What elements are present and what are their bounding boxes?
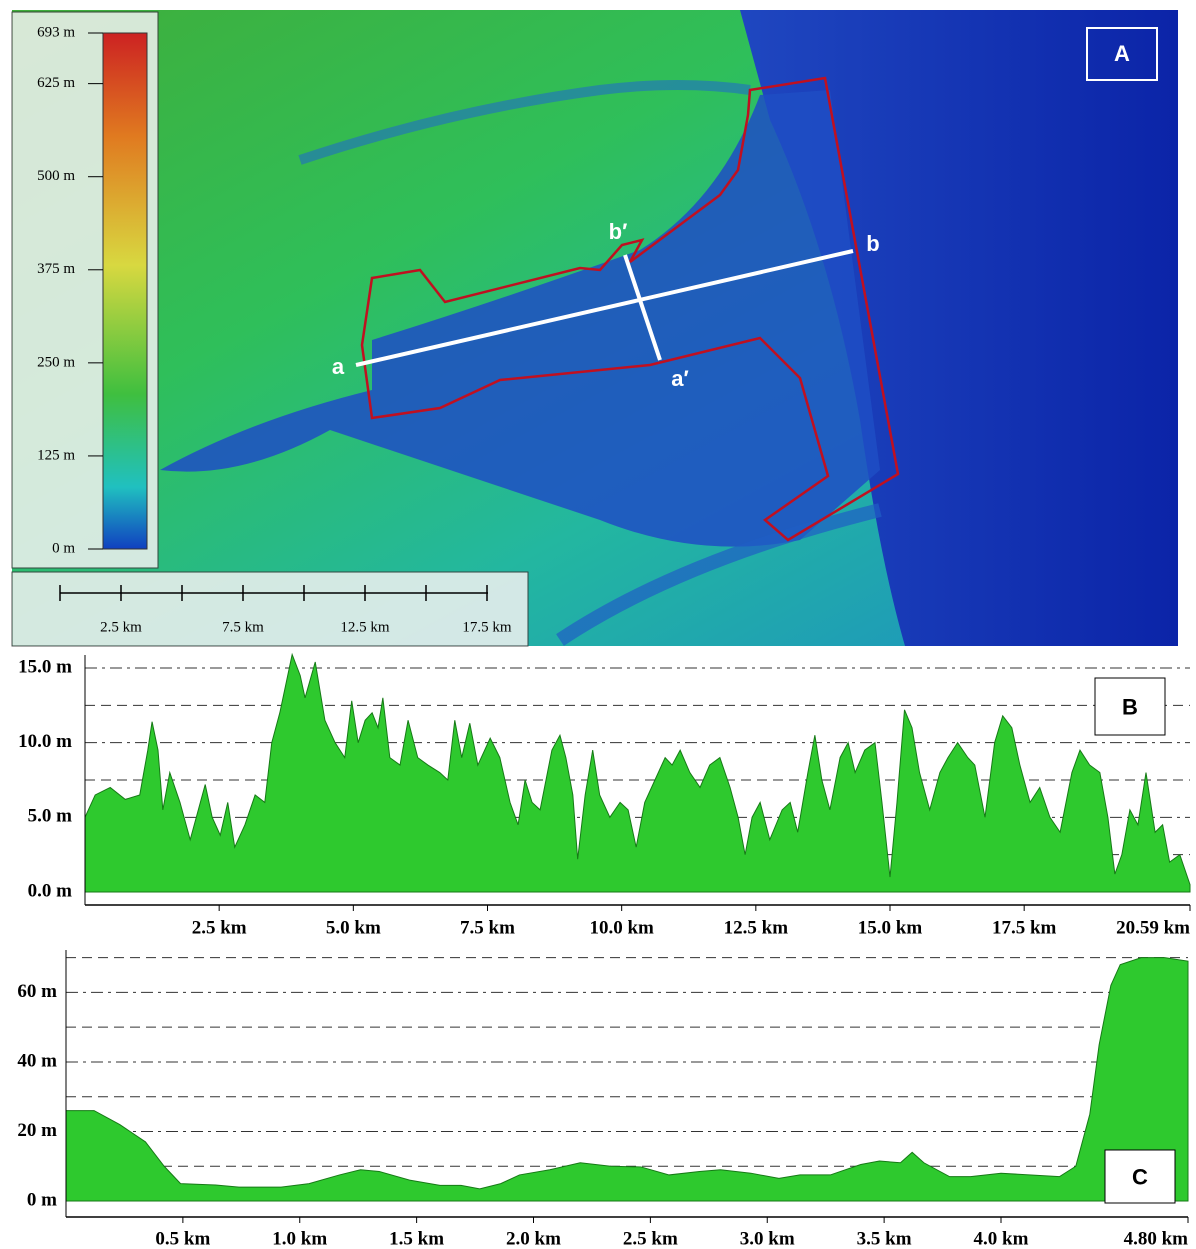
section-label: a: [332, 354, 345, 379]
y-tick-label: 20 m: [17, 1120, 57, 1141]
x-tick-label: 1.0 km: [272, 1228, 327, 1249]
panel-label: C: [1132, 1164, 1148, 1189]
x-tick-label: 0.5 km: [155, 1228, 210, 1249]
x-tick-label: 4.0 km: [974, 1228, 1029, 1249]
scale-label: 7.5 km: [222, 619, 264, 635]
legend-label: 125 m: [37, 447, 75, 463]
profile-area: [66, 958, 1188, 1201]
profiles: 0.0 m 5.0 m 10.0 m 15.0 m 2.5 km 5.0 km 7.5 km…: [17, 655, 1190, 1249]
x-tick-label: 17.5 km: [992, 917, 1057, 938]
legend-label: 625 m: [37, 75, 75, 91]
legend-label: 375 m: [37, 261, 75, 277]
map-panel: a b b′ a′ A 693 m 625 m 500 m 375 m 250 m 125…: [12, 10, 1178, 646]
scale-box: [12, 572, 528, 646]
y-tick-label: 60 m: [17, 981, 57, 1002]
figure: a b b′ a′ A 693 m 625 m 500 m 375 m 250 m 125…: [0, 0, 1196, 1249]
x-tick-label: 10.0 km: [589, 917, 654, 938]
legend-label: 693 m: [37, 24, 75, 40]
section-label: a′: [671, 366, 689, 391]
legend-label: 0 m: [52, 540, 75, 556]
legend-label: 500 m: [37, 168, 75, 184]
color-bar: [103, 33, 147, 549]
x-tick-label: 2.0 km: [506, 1228, 561, 1249]
x-tick-label: 20.59 km: [1116, 917, 1190, 938]
x-tick-label: 7.5 km: [460, 917, 515, 938]
x-tick-label: 2.5 km: [623, 1228, 678, 1249]
x-tick-label: 5.0 km: [326, 917, 381, 938]
panel-label: B: [1122, 694, 1138, 719]
section-label: b: [866, 231, 879, 256]
legend-label: 250 m: [37, 354, 75, 370]
x-tick-label: 4.80 km: [1124, 1228, 1189, 1249]
panel-label: A: [1114, 41, 1130, 66]
page: a b b′ a′ A 693 m 625 m 500 m 375 m 250 m 125…: [0, 0, 1196, 1249]
y-tick-label: 15.0 m: [18, 656, 72, 677]
y-tick-label: 0.0 m: [28, 880, 73, 901]
scale-label: 12.5 km: [340, 619, 390, 635]
scale-label: 2.5 km: [100, 619, 142, 635]
y-tick-label: 5.0 m: [28, 806, 73, 827]
y-tick-label: 40 m: [17, 1050, 57, 1071]
profile-area: [85, 655, 1190, 892]
x-tick-label: 15.0 km: [858, 917, 923, 938]
x-tick-label: 3.0 km: [740, 1228, 795, 1249]
scale-label: 17.5 km: [462, 619, 512, 635]
x-tick-label: 1.5 km: [389, 1228, 444, 1249]
x-tick-label: 3.5 km: [857, 1228, 912, 1249]
x-tick-label: 2.5 km: [192, 917, 247, 938]
section-label: b′: [609, 219, 628, 244]
y-tick-label: 10.0 m: [18, 731, 72, 752]
x-tick-label: 12.5 km: [724, 917, 789, 938]
y-tick-label: 0 m: [27, 1189, 57, 1210]
